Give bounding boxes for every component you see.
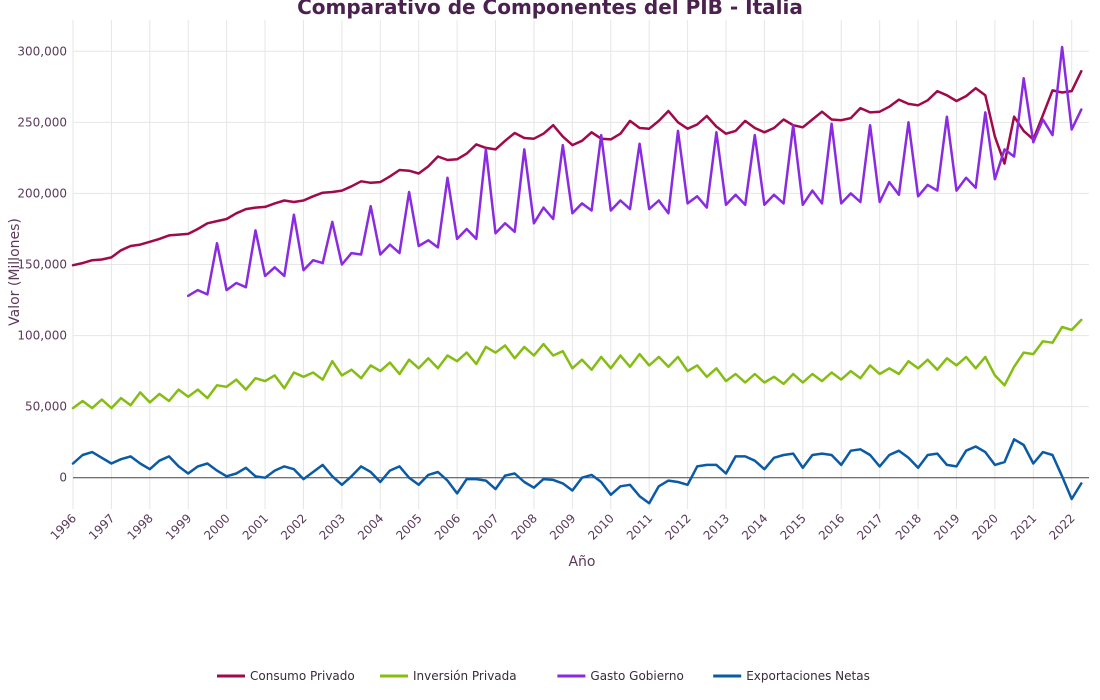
series-line-1 [71, 318, 1083, 410]
legend-item[interactable]: Inversión Privada [380, 669, 517, 683]
x-tick-label: 2011 [624, 511, 655, 542]
x-tick-label: 2010 [585, 511, 616, 542]
x-tick-label: 2001 [240, 511, 271, 542]
x-tick-label: 2013 [701, 511, 732, 542]
x-tick-label: 2007 [470, 511, 501, 542]
y-tick-label: 0 [59, 471, 67, 485]
x-tick-label: 2020 [970, 511, 1001, 542]
x-tick-label: 2005 [393, 511, 424, 542]
legend-item[interactable]: Exportaciones Netas [713, 669, 870, 683]
legend-label: Consumo Privado [250, 669, 355, 683]
x-axis-title: Año [568, 554, 595, 570]
x-tick-label: 2014 [739, 511, 770, 542]
x-tick-label: 2009 [547, 511, 578, 542]
x-tick-label: 2008 [509, 511, 540, 542]
legend-label: Gasto Gobierno [590, 669, 683, 683]
x-tick-label: 2018 [893, 511, 924, 542]
x-tick-label: 1996 [48, 511, 79, 542]
y-tick-label: 50,000 [25, 400, 67, 414]
legend: Consumo Privado Inversión Privada Gasto Go… [217, 669, 870, 683]
y-tick-label: 250,000 [17, 115, 67, 129]
x-tick-label: 2003 [317, 511, 348, 542]
x-tick-label: 2002 [278, 511, 309, 542]
x-tick-label: 1997 [86, 511, 117, 542]
series-line-0 [71, 69, 1083, 267]
y-tick-label: 100,000 [17, 329, 67, 343]
y-axis-title: Valor (Millones) [7, 218, 23, 326]
x-tick-label: 2016 [816, 511, 847, 542]
x-tick-label: 2000 [201, 511, 232, 542]
legend-item[interactable]: Gasto Gobierno [557, 669, 684, 683]
y-tick-label: 200,000 [17, 186, 67, 200]
x-tick-label: 2012 [662, 511, 693, 542]
x-tick-label: 1999 [163, 511, 194, 542]
x-tick-label: 2022 [1046, 511, 1077, 542]
x-tick-label: 2019 [931, 511, 962, 542]
x-tick-label: 2006 [432, 511, 463, 542]
x-tick-label: 2015 [777, 511, 808, 542]
series-layer [71, 45, 1083, 505]
x-tick-label: 2004 [355, 511, 386, 542]
chart-title: Comparativo de Componentes del PIB - Ita… [297, 0, 803, 19]
legend-label: Inversión Privada [413, 669, 517, 683]
x-tick-label: 2021 [1008, 511, 1039, 542]
x-tick-label: 2017 [854, 511, 885, 542]
y-tick-label: 150,000 [17, 258, 67, 272]
x-tick-label: 1998 [124, 511, 155, 542]
series-line-3 [71, 438, 1083, 505]
legend-label: Exportaciones Netas [746, 669, 870, 683]
legend-item[interactable]: Consumo Privado [217, 669, 355, 683]
grid-layer [72, 20, 1089, 509]
y-tick-label: 300,000 [17, 44, 67, 58]
series-line-2 [186, 45, 1083, 298]
